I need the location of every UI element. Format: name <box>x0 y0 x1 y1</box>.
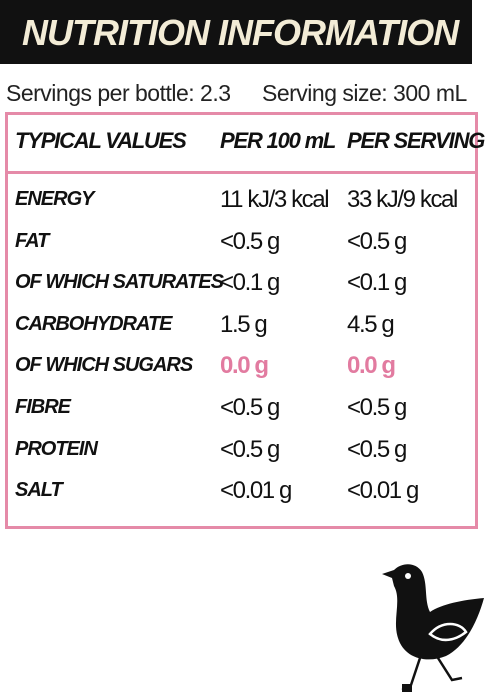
row-label: OF WHICH SATURATES <box>15 271 224 294</box>
row-label: CARBOHYDRATE <box>15 312 173 335</box>
column-header: PER SERVING <box>347 128 485 153</box>
row-value: <0.1 g <box>347 269 407 297</box>
row-value: 11 kJ/3 kcal <box>220 186 330 213</box>
serving-size: Serving size: 300 mL <box>262 80 467 106</box>
row-label: FAT <box>15 229 49 252</box>
row-label: PROTEIN <box>15 437 98 460</box>
row-value: <0.5 g <box>220 227 280 255</box>
row-value: <0.01 g <box>220 477 292 505</box>
banner: NUTRITION INFORMATION <box>0 0 472 64</box>
row-label: FIBRE <box>15 396 71 418</box>
row-value: 1.5 g <box>220 310 268 338</box>
column-header: TYPICAL VALUES <box>15 128 187 153</box>
column-header: PER 100 mL <box>220 128 336 153</box>
title: NUTRITION INFORMATION <box>22 12 459 53</box>
row-label: OF WHICH SUGARS <box>15 354 193 377</box>
header-rule <box>5 171 478 174</box>
row-value: 0.0 g <box>347 352 396 380</box>
bird-icon <box>382 564 484 692</box>
row-label: ENERGY <box>15 188 94 210</box>
row-value: <0.5 g <box>347 227 407 255</box>
row-value: <0.5 g <box>347 394 407 421</box>
row-value: <0.01 g <box>347 477 419 505</box>
row-value: <0.5 g <box>220 435 280 463</box>
row-value: <0.5 g <box>220 394 280 421</box>
table-border <box>5 112 478 529</box>
servings-per-bottle: Servings per bottle: 2.3 <box>6 80 231 106</box>
row-value: 0.0 g <box>220 352 269 380</box>
row-value: 33 kJ/9 kcal <box>347 186 458 213</box>
row-label: SALT <box>15 479 63 502</box>
row-value: 4.5 g <box>347 310 395 338</box>
row-value: <0.1 g <box>220 269 280 297</box>
row-value: <0.5 g <box>347 435 407 463</box>
